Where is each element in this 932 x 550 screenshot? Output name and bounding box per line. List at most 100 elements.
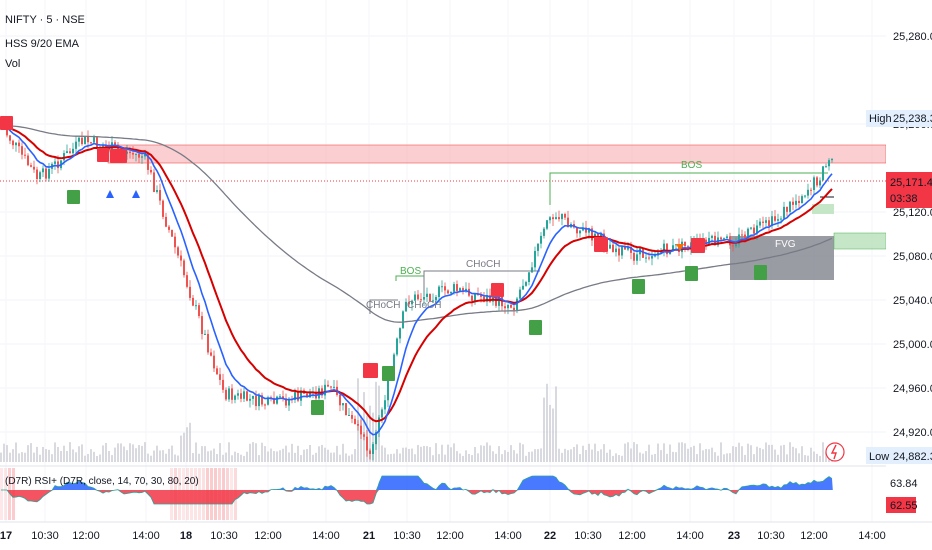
candle-body — [402, 311, 404, 329]
candle-body — [795, 200, 797, 205]
symbol-title[interactable]: NIFTY · 5 · NSE — [5, 14, 85, 26]
candle-body — [423, 296, 425, 300]
indicator-ema-legend[interactable]: HSS 9/20 EMA — [5, 38, 79, 50]
candle-body — [408, 301, 410, 305]
volume-bar — [165, 453, 167, 462]
choch-line-1 — [369, 299, 398, 314]
candle-body — [36, 169, 38, 179]
buy-signal — [754, 265, 767, 280]
candle-body — [417, 294, 419, 300]
volume-bar — [804, 455, 806, 462]
candle-body — [612, 244, 614, 253]
up-arrow-icon — [132, 190, 140, 198]
candle-body — [804, 195, 806, 197]
candle-body — [180, 255, 182, 261]
candle-body — [252, 395, 254, 399]
volume-bar — [783, 444, 785, 462]
candle-body — [648, 257, 650, 259]
volume-bar — [615, 453, 617, 462]
candle-body — [609, 244, 611, 249]
volume-bar — [21, 452, 23, 462]
candle-body — [132, 153, 134, 155]
volume-bar — [696, 454, 698, 462]
price-tick: 25,000.00 — [893, 339, 932, 351]
volume-bar — [744, 454, 746, 462]
volume-bar — [330, 452, 332, 462]
candle-body — [216, 368, 218, 375]
candle-body — [540, 235, 542, 244]
volume-bar — [432, 455, 434, 462]
candle-body — [222, 379, 224, 390]
volume-bar — [591, 449, 593, 462]
volume-bar — [426, 446, 428, 462]
candle-body — [555, 217, 557, 220]
up-arrow-icon — [106, 190, 114, 198]
time-axis[interactable] — [0, 522, 932, 550]
volume-bar — [339, 454, 341, 462]
candle-body — [444, 286, 446, 291]
volume-bar — [51, 454, 53, 462]
volume-bar — [525, 455, 527, 462]
volume-bar — [57, 447, 59, 462]
candle-body — [783, 206, 785, 219]
volume-bar — [807, 455, 809, 462]
candle-body — [15, 142, 17, 146]
volume-bar — [72, 449, 74, 462]
candle-body — [45, 168, 47, 179]
candle-body — [81, 137, 83, 145]
candle-body — [786, 206, 788, 212]
buy-signal — [685, 266, 698, 281]
candle-body — [333, 386, 335, 388]
rsi-legend[interactable]: (D7R) RSI+ (D7R, close, 14, 70, 30, 80, … — [5, 476, 199, 487]
candle-body — [153, 172, 155, 192]
price-axis[interactable] — [886, 0, 932, 522]
candle-body — [372, 444, 374, 454]
candle-body — [486, 295, 488, 302]
candle-body — [201, 316, 203, 335]
indicator-vol-legend[interactable]: Vol — [5, 58, 21, 70]
candle-body — [360, 425, 362, 435]
candle-body — [231, 388, 233, 400]
volume-bar — [177, 455, 179, 462]
candle-body — [519, 289, 521, 299]
volume-bar — [738, 442, 740, 462]
volume-bar — [333, 452, 335, 462]
rsi-up-area — [0, 476, 833, 490]
candle-body — [642, 248, 644, 258]
volume-bar — [192, 453, 194, 462]
volume-bar — [486, 442, 488, 462]
candle-body — [228, 388, 230, 400]
volume-bar — [519, 442, 521, 462]
volume-bar — [354, 449, 356, 462]
time-tick: 12:00 — [800, 530, 828, 542]
volume-bar — [99, 454, 101, 462]
volume-bar — [240, 454, 242, 462]
volume-bar — [402, 447, 404, 462]
volume-bar — [180, 435, 182, 462]
volume-bar — [453, 443, 455, 462]
candle-body — [375, 432, 377, 445]
buy-signal — [311, 400, 324, 415]
candle-body — [147, 152, 149, 170]
candle-body — [432, 300, 434, 302]
candle-body — [798, 200, 800, 204]
bos-line-1 — [395, 275, 424, 281]
candle-body — [525, 282, 527, 286]
volume-bar — [15, 442, 17, 462]
volume-bar — [702, 450, 704, 462]
candle-body — [159, 190, 161, 201]
candle-body — [57, 161, 59, 169]
volume-bar — [633, 442, 635, 462]
candle-body — [579, 230, 581, 234]
volume-bar — [801, 446, 803, 462]
volume-bar — [501, 454, 503, 462]
volume-bar — [222, 454, 224, 462]
time-tick: 12:00 — [72, 530, 100, 542]
volume-bars — [0, 378, 833, 462]
candle-body — [183, 260, 185, 276]
candle-body — [588, 228, 590, 233]
candle-body — [192, 297, 194, 306]
alert-clock-icon[interactable] — [825, 442, 845, 462]
volume-bar — [669, 444, 671, 462]
